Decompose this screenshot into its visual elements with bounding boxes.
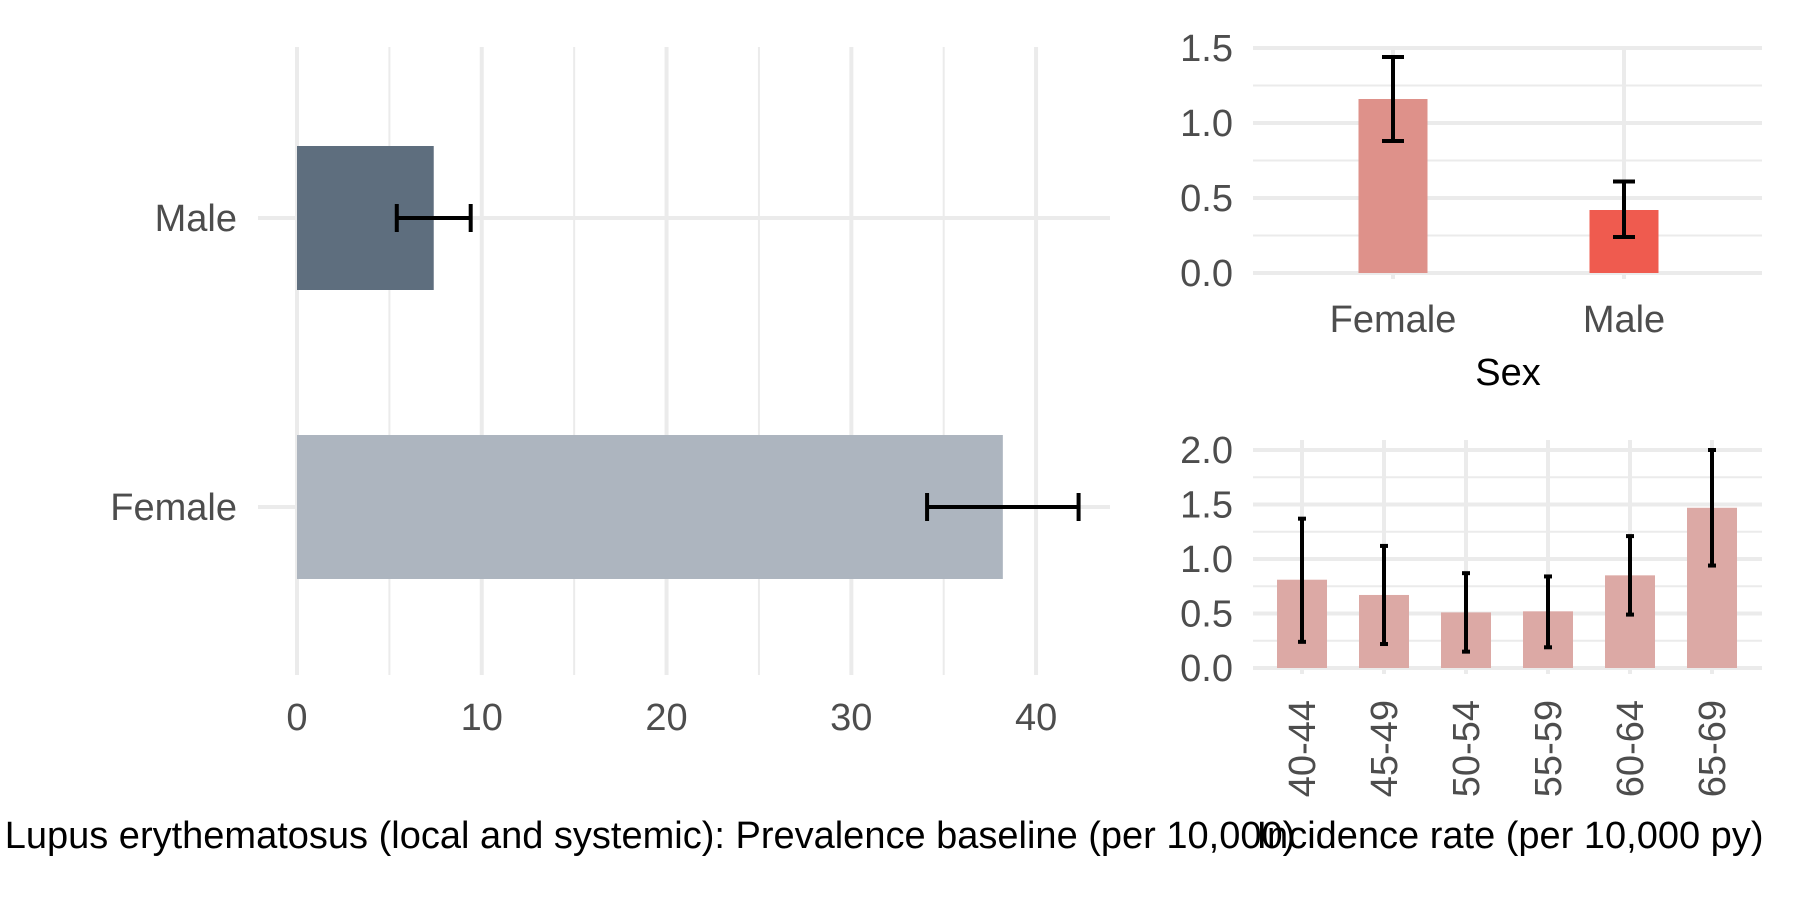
category-label: Male [155,198,237,240]
x-tick-label: 20 [645,697,687,739]
bar-female [297,435,1003,579]
x-tick-label: 10 [461,697,503,739]
y-tick-label: 0.5 [1180,594,1233,636]
category-label: Female [110,487,237,529]
category-label: 40-44 [1282,700,1324,797]
category-label: Female [1330,299,1457,341]
category-label: Male [1583,299,1665,341]
prevalence-panel: Male Female 0 10 20 30 40 [110,47,1110,739]
x-tick-label: 30 [830,697,872,739]
y-tick-label: 1.5 [1180,28,1233,70]
category-label: 45-49 [1364,700,1406,797]
incidence-axis-title: Incidence rate (per 10,000 py) [1257,815,1764,857]
incidence-by-sex-panel: 0.0 0.5 1.0 1.5 Female Male [1180,28,1762,341]
category-label: 65-69 [1692,700,1734,797]
sex-axis-title: Sex [1475,352,1540,394]
category-label: 60-64 [1610,700,1652,797]
category-label: 50-54 [1446,700,1488,797]
x-tick-label: 40 [1015,697,1057,739]
y-tick-label: 0.5 [1180,178,1233,220]
y-tick-label: 1.0 [1180,539,1233,581]
prevalence-axis-title: Lupus erythematosus (local and systemic)… [5,815,1296,857]
y-tick-label: 0.0 [1180,253,1233,295]
y-tick-label: 1.0 [1180,103,1233,145]
category-label: 55-59 [1528,700,1570,797]
y-tick-label: 2.0 [1180,430,1233,472]
incidence-by-age-panel: 0.0 0.5 1.0 1.5 2.0 40-44 45-49 50-54 55-59 60-64… [1180,430,1762,797]
x-tick-label: 0 [286,697,307,739]
y-tick-label: 0.0 [1180,648,1233,690]
y-tick-label: 1.5 [1180,485,1233,527]
